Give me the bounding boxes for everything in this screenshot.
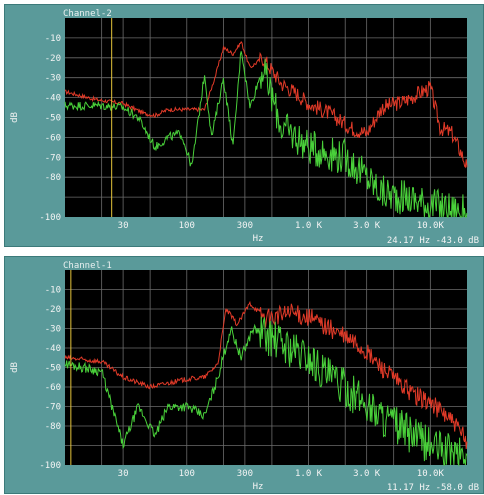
y-tick-label: -70 bbox=[45, 153, 61, 163]
channel-1-panel: Channel-1 -10 -20 -30 -40 -50 -60 -70 -80 -100 30 1… bbox=[4, 256, 484, 494]
y-tick-label: -30 bbox=[45, 74, 61, 84]
series-line-1 bbox=[64, 300, 468, 450]
series-line-2 bbox=[64, 51, 468, 218]
chart-title: Channel-2 bbox=[63, 9, 112, 19]
x-tick-label: 10.0K bbox=[417, 221, 445, 231]
y-tick-label: -10 bbox=[45, 286, 61, 296]
x-tick-label: 3.0 K bbox=[353, 469, 381, 479]
y-tick-label: -10 bbox=[45, 34, 61, 44]
y-tick-label: -20 bbox=[45, 305, 61, 315]
y-tick-label: -100 bbox=[39, 213, 61, 223]
x-tick-label: 100 bbox=[179, 469, 195, 479]
x-tick-label: 3.0 K bbox=[353, 221, 381, 231]
x-tick-label: 1.0 K bbox=[295, 469, 323, 479]
x-axis-label: Hz bbox=[253, 234, 264, 244]
series-line-2 bbox=[64, 316, 468, 467]
x-tick-label: 300 bbox=[237, 221, 253, 231]
x-tick-label: 30 bbox=[118, 469, 129, 479]
y-tick-label: -100 bbox=[39, 461, 61, 471]
cursor-readout: 11.17 Hz -58.0 dB bbox=[387, 483, 479, 493]
y-tick-label: -20 bbox=[45, 54, 61, 64]
cursor-readout: 24.17 Hz -43.0 dB bbox=[387, 236, 479, 246]
channel-2-chart: Channel-2 -10 -20 -30 -40 -50 -60 -70 -80 -100 30 1… bbox=[10, 9, 479, 246]
x-tick-label: 300 bbox=[237, 469, 253, 479]
y-tick-label: -60 bbox=[45, 383, 61, 393]
y-tick-label: -50 bbox=[45, 114, 61, 124]
y-tick-label: -80 bbox=[45, 422, 61, 432]
x-tick-label: 10.0K bbox=[417, 469, 445, 479]
y-tick-label: -80 bbox=[45, 173, 61, 183]
channel-2-panel: Channel-2 -10 -20 -30 -40 -50 -60 -70 -80 -100 30 1… bbox=[4, 4, 484, 247]
x-axis-label: Hz bbox=[253, 482, 264, 492]
x-tick-label: 1.0 K bbox=[295, 221, 323, 231]
x-tick-label: 30 bbox=[118, 221, 129, 231]
y-tick-label: -40 bbox=[45, 94, 61, 104]
channel-1-chart: Channel-1 -10 -20 -30 -40 -50 -60 -70 -80 -100 30 1… bbox=[10, 261, 479, 493]
y-axis-label: dB bbox=[10, 362, 20, 373]
y-tick-label: -70 bbox=[45, 403, 61, 413]
x-tick-label: 100 bbox=[179, 221, 195, 231]
y-tick-label: -40 bbox=[45, 344, 61, 354]
y-tick-label: -30 bbox=[45, 325, 61, 335]
y-tick-label: -60 bbox=[45, 133, 61, 143]
series-line-1 bbox=[64, 40, 468, 169]
y-tick-label: -50 bbox=[45, 364, 61, 374]
chart-title: Channel-1 bbox=[63, 261, 112, 271]
y-axis-label: dB bbox=[10, 112, 20, 123]
